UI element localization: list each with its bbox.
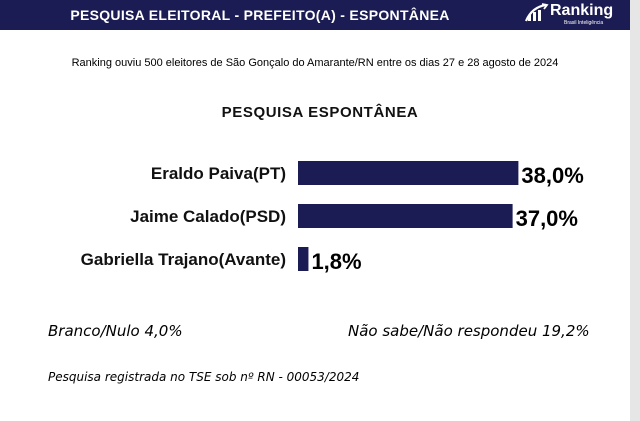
logo-name: Ranking [550, 2, 614, 19]
bar-category-label: Gabriella Trajano(Avante) [81, 250, 286, 269]
bar-chart-logo-icon [524, 3, 549, 22]
bar-chart: Eraldo Paiva(PT) 38,0% Jaime Calado(PSD) 37… [81, 161, 584, 274]
survey-description: Ranking ouviu 500 eleitores de São Gonça… [71, 57, 559, 69]
bar-category-label: Eraldo Paiva(PT) [151, 164, 286, 183]
bar-category-label: Jaime Calado(PSD) [130, 207, 286, 226]
tse-registration-note: Pesquisa registrada no TSE sob nº RN - 0… [48, 370, 360, 384]
bar-value-label: 1,8% [311, 249, 361, 274]
ranking-logo: Ranking Brasil Inteligência [524, 1, 624, 29]
logo-tagline: Brasil Inteligência [564, 20, 604, 26]
chart-title: PESQUISA ESPONTÂNEA [221, 104, 419, 121]
bar [298, 161, 519, 185]
header-bar: PESQUISA ELEITORAL - PREFEITO(A) - ESPON… [0, 0, 630, 30]
bar-value-label: 37,0% [516, 206, 578, 231]
bar [298, 247, 309, 271]
header-title: PESQUISA ELEITORAL - PREFEITO(A) - ESPON… [70, 7, 450, 23]
nao-sabe-note: Não sabe/Não respondeu 19,2% [348, 322, 590, 340]
bar-value-label: 38,0% [521, 163, 583, 188]
branco-nulo-note: Branco/Nulo 4,0% [48, 322, 183, 340]
page-edge [630, 0, 640, 421]
bar [298, 204, 513, 228]
